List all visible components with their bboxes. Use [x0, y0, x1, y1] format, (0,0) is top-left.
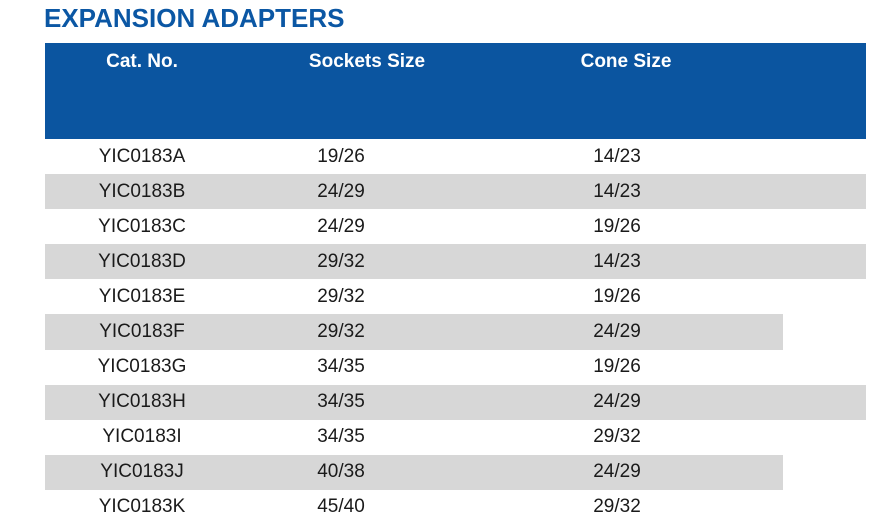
table-row: YIC0183C 24/29 19/26 [45, 209, 866, 244]
sockets-size-cell: 34/35 [317, 391, 365, 413]
column-header-sockets-size: Sockets Size [308, 51, 426, 72]
sockets-size-cell: 40/38 [317, 461, 365, 483]
table-row: YIC0183F 29/32 24/29 [45, 314, 866, 350]
cone-size-cell: 14/23 [593, 250, 641, 272]
table-row: YIC0183B 24/29 14/23 [45, 174, 866, 210]
sockets-size-cell: 24/29 [317, 215, 365, 237]
cat-no-cell: YIC0183E [98, 285, 186, 307]
cat-no-cell: YIC0183K [98, 496, 186, 518]
sockets-size-cell: 34/35 [317, 356, 365, 378]
table-row: YIC0183A 19/26 14/23 [45, 139, 866, 174]
table-row: YIC0183E 29/32 19/26 [45, 279, 866, 314]
cone-size-cell: 29/32 [593, 496, 641, 518]
cat-no-cell: YIC0183C [98, 215, 186, 237]
page-title: EXPANSION ADAPTERS [44, 3, 345, 33]
cone-size-cell: 29/32 [593, 426, 641, 448]
cat-no-cell: YIC0183J [100, 461, 184, 483]
sockets-size-cell: 29/32 [317, 250, 365, 272]
cone-size-cell: 14/23 [593, 180, 641, 202]
table-row: YIC0183J 40/38 24/29 [45, 454, 866, 491]
cone-size-cell: 19/26 [593, 285, 641, 307]
table-row: YIC0183H 34/35 24/29 [45, 384, 866, 420]
cat-no-cell: YIC0183H [98, 391, 186, 413]
sockets-size-cell: 45/40 [317, 496, 365, 518]
column-header-cone-size: Cone Size [580, 51, 672, 72]
sockets-size-cell: 29/32 [317, 321, 365, 343]
sockets-size-cell: 24/29 [317, 180, 365, 202]
table-row: YIC0183I 34/35 29/32 [45, 420, 866, 455]
sockets-size-cell: 29/32 [317, 285, 365, 307]
cone-size-cell: 24/29 [593, 391, 641, 413]
cat-no-cell: YIC0183D [98, 250, 186, 272]
sockets-size-cell: 34/35 [317, 426, 365, 448]
table-row: YIC0183G 34/35 19/26 [45, 350, 866, 385]
cone-size-cell: 24/29 [593, 461, 641, 483]
table-body: YIC0183A 19/26 14/23 YIC0183B 24/29 14/2… [45, 139, 866, 525]
table-row: YIC0183D 29/32 14/23 [45, 244, 866, 280]
cone-size-cell: 14/23 [593, 145, 641, 167]
cat-no-cell: YIC0183B [98, 180, 186, 202]
cat-no-cell: YIC0183G [97, 356, 187, 378]
cat-no-cell: YIC0183A [98, 145, 186, 167]
cone-size-cell: 19/26 [593, 356, 641, 378]
cat-no-cell: YIC0183F [99, 321, 185, 343]
table-header: Cat. No. Sockets Size Cone Size [45, 43, 866, 139]
column-header-cat-no: Cat. No. [106, 51, 178, 72]
cat-no-cell: YIC0183I [102, 426, 182, 448]
cone-size-cell: 24/29 [593, 321, 641, 343]
table-row: YIC0183K 45/40 29/32 [45, 490, 866, 525]
sockets-size-cell: 19/26 [317, 145, 365, 167]
cone-size-cell: 19/26 [593, 215, 641, 237]
